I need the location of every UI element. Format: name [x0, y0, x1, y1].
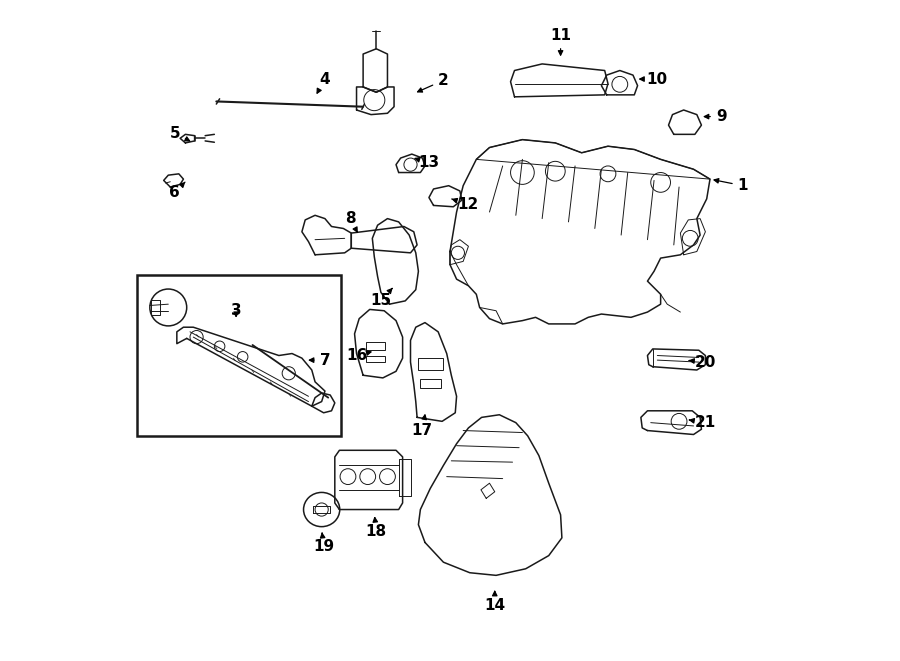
Bar [138, 274, 341, 436]
Text: 19: 19 [313, 533, 334, 554]
Bar [418, 358, 444, 370]
Text: 6: 6 [169, 182, 185, 200]
Text: 20: 20 [689, 354, 716, 369]
Bar [365, 342, 385, 350]
Text: 1: 1 [714, 178, 748, 193]
Text: 17: 17 [412, 415, 433, 438]
Bar [365, 356, 385, 362]
Text: 9: 9 [705, 109, 726, 124]
Text: 16: 16 [346, 348, 371, 363]
Text: 10: 10 [640, 71, 668, 87]
Text: 21: 21 [689, 415, 716, 430]
Text: 14: 14 [484, 592, 505, 613]
Text: 7: 7 [310, 352, 330, 368]
Text: 12: 12 [452, 196, 479, 212]
Text: 8: 8 [345, 211, 357, 232]
Text: 4: 4 [317, 71, 330, 93]
Text: 13: 13 [415, 155, 439, 170]
Text: 15: 15 [370, 288, 392, 309]
Bar [420, 379, 441, 389]
Text: 2: 2 [418, 73, 449, 92]
Text: 18: 18 [365, 518, 387, 539]
Text: 3: 3 [230, 303, 241, 318]
Text: 5: 5 [169, 126, 190, 141]
Text: 11: 11 [550, 28, 572, 55]
